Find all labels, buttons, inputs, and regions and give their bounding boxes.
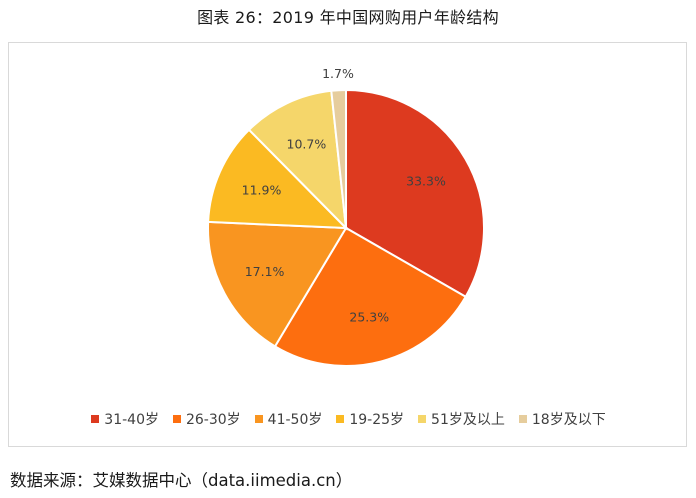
pie-chart: 33.3% 25.3% 17.1% 11.9% 10.7% 1.7%	[207, 66, 485, 367]
pie-slice-4	[247, 89, 348, 231]
legend-swatch	[254, 415, 263, 423]
legend-label: 26-30岁	[185, 412, 241, 428]
chart-caption: 图表 26：2019 年中国网购用户年龄结构	[197, 8, 499, 27]
slice-label-5: 1.7%	[322, 66, 354, 81]
legend-label: 19-25岁	[349, 412, 405, 428]
legend-item-3: 19-25岁	[336, 409, 404, 429]
legend-swatch	[91, 415, 100, 423]
legend-swatch	[172, 415, 181, 423]
pie-slice-0	[345, 88, 485, 299]
chart-container: 33.3% 25.3% 17.1% 11.9% 10.7% 1.7% 31-40岁 26-3…	[8, 42, 687, 447]
legend-swatch	[518, 415, 527, 423]
legend-item-1: 26-30岁	[172, 409, 241, 429]
slice-label-1: 25.3%	[349, 309, 389, 324]
source-note: 数据来源：艾媒数据中心（data.iimedia.cn）	[10, 471, 353, 490]
legend-swatch	[418, 415, 427, 423]
legend-label: 31-40岁	[104, 412, 159, 428]
pie-slice-3	[207, 128, 349, 230]
chart-legend: 31-40岁 26-30岁 41-50岁 19-25岁 51岁及以上 18岁及以下	[9, 409, 688, 429]
legend-label: 18岁及以下	[531, 412, 606, 428]
pie-slice-5	[330, 88, 347, 229]
legend-item-2: 41-50岁	[254, 409, 323, 429]
slice-label-4: 10.7%	[287, 136, 327, 151]
legend-label: 51岁及以上	[431, 412, 505, 428]
slice-label-3: 11.9%	[242, 182, 282, 197]
legend-label: 41-50岁	[267, 412, 323, 428]
slice-label-2: 17.1%	[245, 264, 285, 279]
slice-label-0: 33.3%	[406, 174, 446, 189]
legend-item-5: 18岁及以下	[518, 409, 606, 429]
pie-slice-1	[273, 226, 468, 367]
pie-slice-2	[207, 220, 348, 348]
legend-item-4: 51岁及以上	[418, 409, 505, 429]
legend-item-0: 31-40岁	[91, 409, 159, 429]
legend-swatch	[336, 415, 345, 423]
